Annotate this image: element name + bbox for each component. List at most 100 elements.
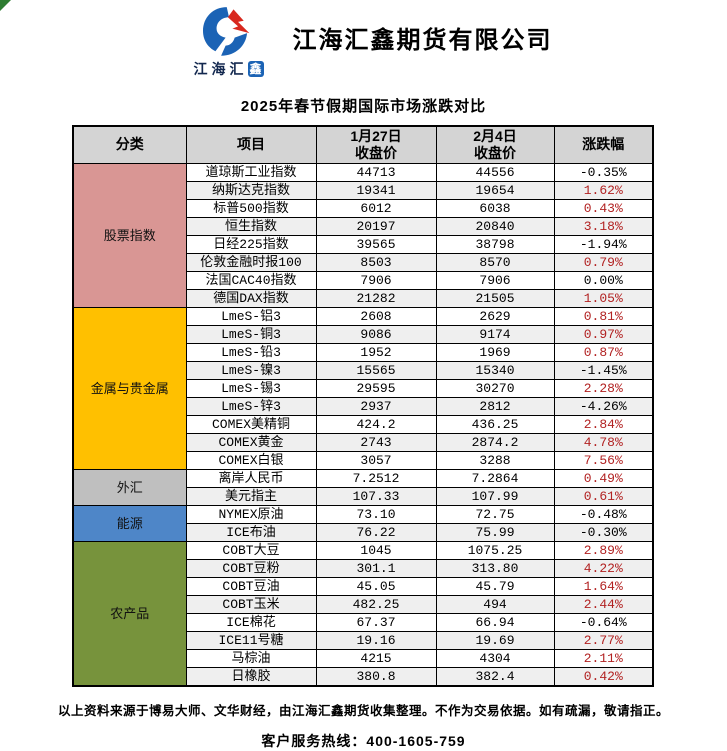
change-cell: 2.77% (553, 631, 654, 650)
item-cell: COBT豆油 (185, 577, 317, 596)
category-cell: 能源 (72, 505, 187, 542)
change-cell: 3.18% (553, 217, 654, 236)
change-cell: 1.05% (553, 289, 654, 308)
change-cell: 0.79% (553, 253, 654, 272)
item-cell: 标普500指数 (185, 199, 317, 218)
close-0204-cell: 382.4 (435, 667, 555, 687)
table-row: COBT豆油 45.05 45.79 1.64% (73, 577, 654, 596)
company-name: 江海汇鑫期货有限公司 (292, 28, 553, 54)
close-0127-cell: 7906 (315, 271, 437, 290)
table-row: 金属与贵金属 LmeS-铝3 2608 2629 0.81% (72, 307, 654, 470)
close-0204-cell: 494 (435, 595, 555, 614)
category-cell: 股票指数 (72, 163, 187, 308)
item-cell: 伦敦金融时报100 (185, 253, 317, 272)
close-0127-cell: 21282 (315, 289, 437, 308)
close-0127-cell: 39565 (315, 235, 437, 254)
close-0204-cell: 72.75 (435, 505, 555, 524)
change-cell: -0.30% (553, 523, 654, 542)
close-0204-cell: 30270 (435, 379, 555, 398)
table-row: 股票指数 道琼斯工业指数 44713 44556 -0.35% (72, 163, 654, 308)
close-0204-cell: 3288 (435, 451, 555, 470)
company-logo: 江 海 汇 鑫 (175, 6, 283, 79)
close-0204-cell: 44556 (435, 163, 555, 182)
column-header-close-0127: 1月27日 收盘价 (315, 125, 437, 164)
change-cell: 0.42% (553, 667, 654, 687)
close-0204-cell: 19.69 (435, 631, 555, 650)
logo-swirl-icon (202, 7, 249, 56)
item-cell: COBT大豆 (185, 541, 317, 560)
header: 江 海 汇 鑫 江海汇鑫期货有限公司 (0, 0, 727, 79)
logo-char: 江 (193, 61, 209, 77)
close-0204-cell: 7906 (435, 271, 555, 290)
table-row: LmeS-锡3 29595 30270 2.28% (73, 379, 654, 398)
change-cell: 0.61% (553, 487, 654, 506)
item-cell: 离岸人民币 (185, 469, 317, 488)
close-0127-cell: 20197 (315, 217, 437, 236)
close-0204-cell: 75.99 (435, 523, 555, 542)
item-cell: COBT豆粉 (185, 559, 317, 578)
table-row: LmeS-铜3 9086 9174 0.97% (73, 325, 654, 344)
service-hotline: 客户服务热线：400-1605-759 (261, 733, 466, 749)
close-0127-cell: 380.8 (315, 667, 437, 687)
corner-marker (0, 0, 11, 11)
item-cell: COMEX黄金 (185, 433, 317, 452)
column-header-item: 项目 (185, 125, 317, 164)
item-cell: COMEX白银 (185, 451, 317, 470)
change-cell: 4.22% (553, 559, 654, 578)
category-cell: 金属与贵金属 (72, 307, 187, 470)
market-comparison-table: 分类 项目 1月27日 收盘价 2月4日 收盘价 涨跌幅 股票指数 道琼斯工业指数… (72, 125, 654, 687)
close-0127-cell: 301.1 (315, 559, 437, 578)
table-row: COMEX白银 3057 3288 7.56% (73, 451, 654, 470)
close-0127-cell: 8503 (315, 253, 437, 272)
change-cell: 2.44% (553, 595, 654, 614)
change-cell: 7.56% (553, 451, 654, 470)
table-row: 日橡胶 380.8 382.4 0.42% (73, 667, 654, 687)
close-0127-cell: 76.22 (315, 523, 437, 542)
change-cell: 0.00% (553, 271, 654, 290)
item-cell: 恒生指数 (185, 217, 317, 236)
item-cell: ICE棉花 (185, 613, 317, 632)
item-cell: 纳斯达克指数 (185, 181, 317, 200)
item-cell: LmeS-锌3 (185, 397, 317, 416)
table-row: ICE11号糖 19.16 19.69 2.77% (73, 631, 654, 650)
item-cell: LmeS-锡3 (185, 379, 317, 398)
item-cell: 马棕油 (185, 649, 317, 668)
item-cell: ICE11号糖 (185, 631, 317, 650)
close-0127-cell: 2937 (315, 397, 437, 416)
change-cell: -0.48% (553, 505, 654, 524)
close-0127-cell: 424.2 (315, 415, 437, 434)
close-0127-cell: 15565 (315, 361, 437, 380)
change-cell: 2.89% (553, 541, 654, 560)
table-row: 农产品 COBT大豆 1045 1075.25 2.89% (72, 541, 654, 687)
close-0127-cell: 1045 (315, 541, 437, 560)
close-0127-cell: 29595 (315, 379, 437, 398)
table-row: 能源 NYMEX原油 73.10 72.75 -0.48% (72, 505, 654, 542)
close-0127-cell: 6012 (315, 199, 437, 218)
change-cell: -4.26% (553, 397, 654, 416)
item-cell: 道琼斯工业指数 (185, 163, 317, 182)
table-row: 外汇 离岸人民币 7.2512 7.2864 0.49% (72, 469, 654, 506)
close-0204-cell: 1075.25 (435, 541, 555, 560)
change-cell: 1.62% (553, 181, 654, 200)
close-0127-cell: 7.2512 (315, 469, 437, 488)
item-cell: LmeS-铝3 (185, 307, 317, 326)
change-cell: 4.78% (553, 433, 654, 452)
item-cell: 德国DAX指数 (185, 289, 317, 308)
close-0127-cell: 45.05 (315, 577, 437, 596)
close-0204-cell: 6038 (435, 199, 555, 218)
logo-char: 汇 (229, 61, 245, 77)
logo-text: 江 海 汇 鑫 (175, 59, 283, 79)
close-0127-cell: 4215 (315, 649, 437, 668)
close-0204-cell: 66.94 (435, 613, 555, 632)
close-0204-cell: 4304 (435, 649, 555, 668)
change-cell: -0.35% (553, 163, 654, 182)
change-cell: 0.43% (553, 199, 654, 218)
item-cell: LmeS-镍3 (185, 361, 317, 380)
item-cell: LmeS-铜3 (185, 325, 317, 344)
close-0204-cell: 1969 (435, 343, 555, 362)
close-0127-cell: 482.25 (315, 595, 437, 614)
change-cell: 2.28% (553, 379, 654, 398)
close-0204-cell: 45.79 (435, 577, 555, 596)
item-cell: NYMEX原油 (185, 505, 317, 524)
item-cell: LmeS-铅3 (185, 343, 317, 362)
